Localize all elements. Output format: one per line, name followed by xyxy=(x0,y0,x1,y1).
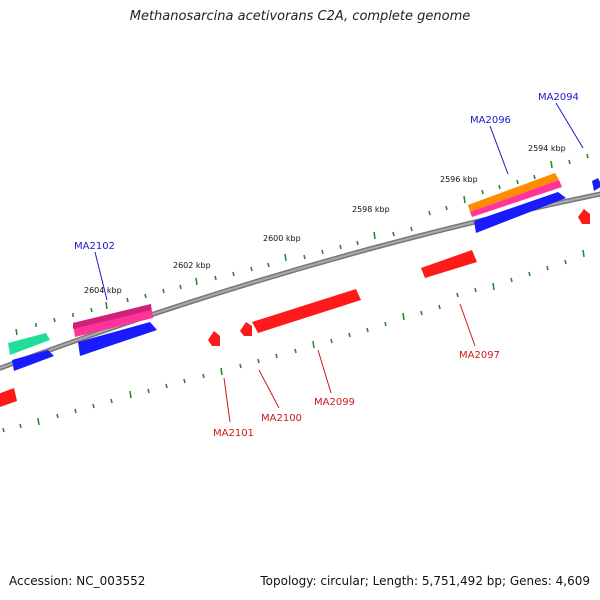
scale-label-2598: 2598 kbp xyxy=(352,205,390,214)
gene-label-ma2100: MA2100 xyxy=(261,413,302,424)
scale-label-2600: 2600 kbp xyxy=(263,234,301,243)
gene-ma2097 xyxy=(421,250,477,278)
gene-blue-far-right xyxy=(592,178,600,191)
gene-label-ma2099: MA2099 xyxy=(314,397,355,408)
inner-tick-ring xyxy=(2,249,585,433)
gene-orange-top-right xyxy=(468,173,559,212)
scale-label-2602: 2602 kbp xyxy=(173,261,211,270)
scale-label-2594: 2594 kbp xyxy=(528,144,566,153)
gene-ma2099 xyxy=(252,289,361,333)
gene-label-ma2102: MA2102 xyxy=(74,241,115,252)
accession-text: Accession: NC_003552 xyxy=(9,574,146,588)
genome-title: Methanosarcina acetivorans C2A, complete… xyxy=(129,9,471,24)
gene-green-left xyxy=(8,333,50,355)
scale-label-2596: 2596 kbp xyxy=(440,175,478,184)
outer-tick-ring xyxy=(15,153,589,336)
gene-red-right-small xyxy=(578,209,590,224)
gene-pink-left-shade xyxy=(73,304,151,329)
scale-label-2604: 2604 kbp xyxy=(84,286,122,295)
forward-gene-track xyxy=(8,173,600,371)
gene-label-ma2097: MA2097 xyxy=(459,350,500,361)
gene-label-ma2101: MA2101 xyxy=(213,428,254,439)
gene-pink-top-right xyxy=(470,180,562,217)
gene-ma2100 xyxy=(240,322,252,336)
gene-blue-left xyxy=(78,322,157,356)
genome-summary-text: Topology: circular; Length: 5,751,492 bp… xyxy=(260,574,590,588)
gene-blue-top-right xyxy=(474,192,566,233)
gene-blue-far-left xyxy=(12,350,54,371)
gene-ma2101 xyxy=(208,331,220,346)
gene-label-ma2094: MA2094 xyxy=(538,92,579,103)
gene-label-ma2096: MA2096 xyxy=(470,115,511,126)
reverse-gene-track xyxy=(0,209,590,407)
gene-red-left-edge xyxy=(0,388,17,407)
label-leaders xyxy=(94,102,584,423)
